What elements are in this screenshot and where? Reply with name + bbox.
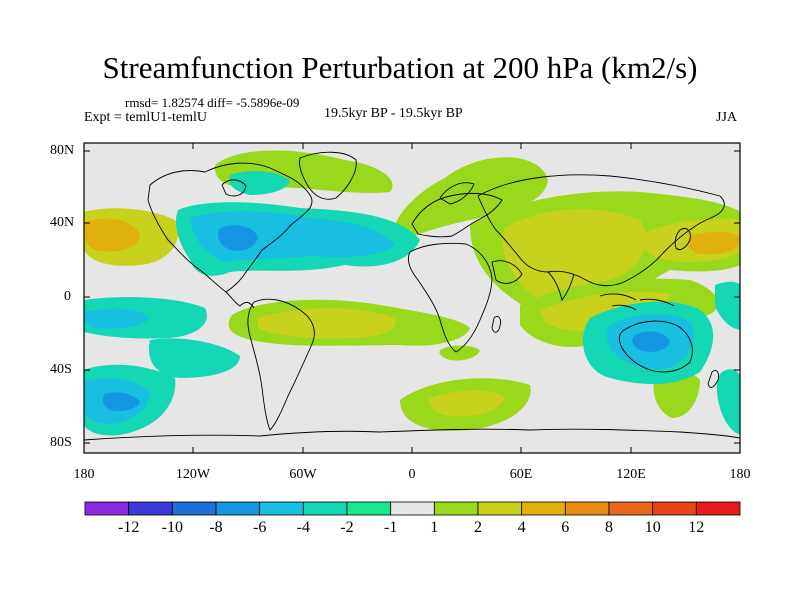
colorbar-label: -1 [384, 519, 398, 536]
field-positive-japan-core [687, 231, 740, 255]
coast-antarctica [84, 428, 740, 441]
field-negative-australia-core [632, 331, 670, 352]
y-label-40s: 40S [50, 362, 72, 377]
field-negative-equatorial-pacific-inner [84, 308, 150, 329]
field-positive-south-atlantic-small [439, 345, 480, 361]
coast-arabia [491, 260, 523, 284]
colorbar-label: -12 [118, 519, 140, 536]
colorbar-box [695, 501, 741, 516]
field-negative-south-pacific-core [102, 392, 140, 412]
y-label-80s: 80S [50, 435, 72, 450]
field-positive-southern-ocean-core [429, 390, 505, 417]
x-label-120e: 120E [616, 467, 646, 482]
colorbar-label: -8 [209, 519, 223, 536]
coast-japan [674, 228, 691, 251]
colorbar-label: -2 [340, 519, 354, 536]
chart-title: Streamfunction Perturbation at 200 hPa (… [102, 50, 698, 85]
field-negative-labrador [229, 170, 290, 195]
field-positive-asia-core [502, 209, 646, 304]
field-positive-south-pacific-core [258, 308, 396, 339]
colorbar-box [128, 501, 173, 516]
stats-label: rmsd= 1.82574 diff= -5.5896e-09 [125, 95, 300, 110]
field-negative-gulf-core [218, 225, 258, 251]
coast-greenland [299, 151, 357, 200]
coast-scandinavia [439, 182, 475, 205]
period-label: 19.5kyr BP - 19.5kyr BP [324, 106, 463, 121]
colorbar-box [171, 501, 217, 516]
x-label-180e: 180 [729, 467, 751, 482]
colorbar-label: 8 [605, 519, 613, 536]
colorbar-box [652, 501, 697, 516]
field-positive-north-atlantic [393, 157, 548, 244]
colorbar-label: 1 [430, 519, 439, 536]
colorbar-label: 6 [561, 519, 570, 536]
colorbar-box [564, 501, 610, 516]
field-negative-east-pacific-edge [716, 369, 740, 435]
field-negative-south-pacific-mid [149, 338, 240, 378]
colorbar-label: 10 [644, 519, 661, 536]
colorbar [84, 501, 741, 516]
x-label-120w: 120W [175, 467, 211, 482]
colorbar-label: -4 [296, 519, 310, 536]
coast-hudson-bay [221, 179, 247, 197]
y-label-80n: 80N [50, 143, 75, 158]
colorbar-box [433, 501, 479, 516]
colorbar-box [84, 501, 130, 516]
colorbar-label: 2 [474, 519, 482, 536]
coast-madagascar [491, 315, 501, 333]
colorbar-label: 12 [688, 519, 705, 536]
coast-india [547, 271, 575, 302]
coast-africa [407, 242, 493, 353]
coast-australia [618, 320, 693, 373]
colorbar-label: 4 [517, 519, 526, 536]
experiment-label: Expt = temlU1-temlU [84, 110, 207, 125]
coast-north-america [147, 162, 313, 293]
coast-new-zealand [707, 369, 719, 388]
field-negative-east-pacific-equator [715, 281, 740, 330]
contour-fields [84, 150, 740, 436]
colorbar-box [608, 501, 654, 516]
colorbar-label: -6 [253, 519, 267, 536]
colorbar-box [390, 501, 435, 516]
coastlines [84, 151, 740, 441]
axis-ticks [84, 143, 740, 453]
x-label-60w: 60W [289, 467, 317, 482]
x-label-60e: 60E [509, 467, 533, 482]
colorbar-box [302, 501, 348, 516]
colorbar-box [346, 501, 392, 516]
colorbar-label: -10 [161, 519, 183, 536]
colorbar-box [521, 501, 566, 516]
colorbar-box [477, 501, 523, 516]
y-label-40n: 40N [50, 215, 75, 230]
coast-central-america [225, 291, 255, 309]
coast-asia [477, 174, 725, 287]
y-label-0: 0 [64, 289, 71, 304]
coast-europe [411, 192, 503, 238]
x-label-180w: 180 [73, 467, 95, 482]
field-positive-pacific-west-core [84, 218, 140, 252]
x-label-0: 0 [408, 467, 416, 482]
colorbar-box [259, 501, 304, 516]
coast-indonesia [599, 293, 675, 311]
coast-south-america [247, 298, 315, 431]
field-positive-south-indian-core [540, 291, 670, 331]
colorbar-box [215, 501, 261, 516]
season-label: JJA [716, 110, 738, 125]
